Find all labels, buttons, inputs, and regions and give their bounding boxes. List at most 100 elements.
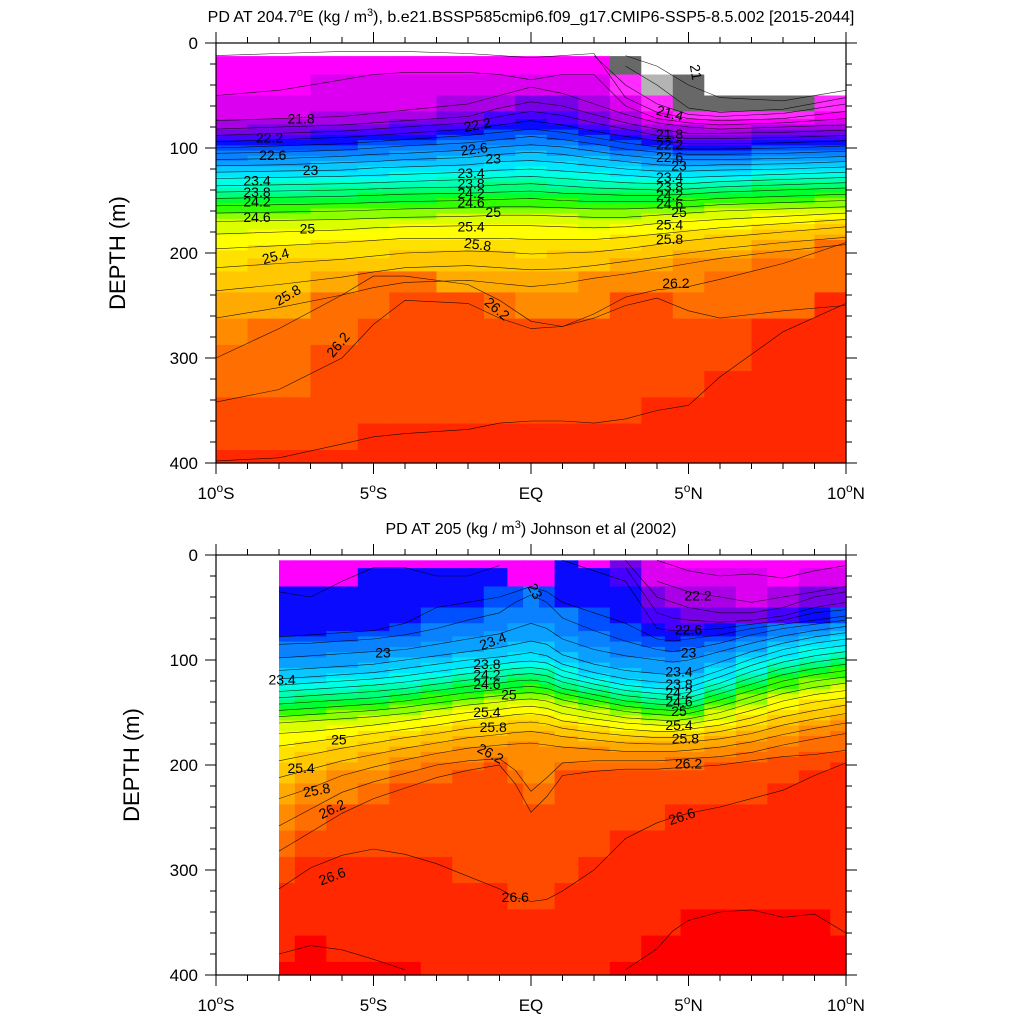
density-cell <box>483 646 508 653</box>
density-cell <box>326 704 359 711</box>
density-cell <box>578 673 611 679</box>
density-cell <box>326 673 359 679</box>
density-cell <box>578 883 611 910</box>
density-cell <box>523 730 540 737</box>
density-cell <box>546 203 579 209</box>
density-cell <box>609 804 642 832</box>
density-cell <box>814 449 847 464</box>
contour-label: 22.6 <box>675 621 702 637</box>
density-cell <box>735 762 768 771</box>
density-cell <box>523 762 540 771</box>
density-cell <box>483 762 508 771</box>
contour-label: 23 <box>375 644 391 660</box>
isopycnal-line <box>215 51 847 122</box>
density-cell <box>554 757 579 763</box>
contour-label: 22.2 <box>684 588 711 604</box>
density-cell <box>664 751 682 758</box>
density-cell <box>578 636 611 643</box>
density-cell <box>507 730 524 737</box>
density-cell <box>357 258 390 272</box>
density-cell <box>767 586 800 609</box>
density-cell <box>389 234 438 241</box>
isopycnal-line <box>278 945 406 971</box>
density-cell <box>483 856 508 884</box>
density-cell <box>609 95 642 112</box>
isopycnal-line <box>278 622 847 663</box>
density-cell <box>554 678 579 685</box>
density-cell <box>578 961 611 976</box>
density-cell <box>609 213 642 220</box>
density-cell <box>247 239 312 246</box>
density-cell <box>609 757 642 763</box>
density-cell <box>279 741 296 748</box>
isopycnal-line <box>215 212 847 235</box>
density-cell <box>814 150 847 157</box>
density-cell <box>389 830 422 858</box>
density-cell <box>216 56 249 76</box>
density-cell <box>279 560 296 569</box>
density-cell <box>830 741 847 748</box>
density-cell <box>420 830 453 858</box>
density-cell <box>554 694 579 700</box>
density-cell <box>641 397 674 425</box>
density-cell <box>704 641 737 648</box>
density-cell <box>641 804 666 832</box>
y-tick-label: 400 <box>170 454 198 473</box>
density-cell <box>609 371 642 398</box>
isopycnal-line <box>625 65 847 113</box>
density-cell <box>483 730 508 737</box>
density-cell <box>704 95 753 112</box>
density-cell <box>357 371 390 398</box>
density-cell <box>578 271 611 293</box>
density-cell <box>609 762 642 771</box>
density-cell <box>664 641 682 648</box>
density-cell <box>523 667 540 674</box>
density-cell <box>507 678 524 685</box>
density-cell <box>326 607 359 624</box>
density-cell <box>294 730 327 737</box>
density-cell <box>310 182 359 188</box>
isopycnal-line <box>278 704 847 762</box>
density-cell <box>538 746 556 753</box>
density-cell <box>767 641 800 648</box>
x-tick-label: 5oN <box>674 993 702 1015</box>
density-cell <box>578 258 611 272</box>
density-cell <box>389 74 438 97</box>
isopycnal-line <box>625 567 847 623</box>
density-cell <box>538 586 556 609</box>
density-column <box>798 560 831 976</box>
density-column <box>538 560 556 976</box>
density-cell <box>798 641 831 648</box>
density-cell <box>578 176 611 183</box>
density-cell <box>546 134 579 141</box>
density-cell <box>609 652 642 658</box>
density-column <box>830 560 847 976</box>
density-cell <box>483 631 508 637</box>
density-cell <box>641 641 666 648</box>
contour-label: 25 <box>671 703 687 719</box>
density-cell <box>279 720 296 727</box>
isopycnal-line <box>215 187 847 199</box>
density-cell <box>735 699 768 706</box>
density-cell <box>609 641 642 648</box>
isopycnal-line <box>215 72 847 126</box>
density-column <box>326 560 359 976</box>
density-cell <box>507 568 524 588</box>
density-cell <box>735 641 768 648</box>
density-cell <box>704 715 737 721</box>
density-cell <box>798 560 831 569</box>
density-cell <box>247 155 312 162</box>
density-cell <box>326 751 359 758</box>
density-cell <box>751 271 816 293</box>
density-cell <box>538 683 556 690</box>
density-cell <box>515 371 548 398</box>
density-cell <box>326 757 359 763</box>
density-cell <box>641 423 674 451</box>
density-cell <box>216 449 249 464</box>
density-cell <box>672 449 705 464</box>
density-cell <box>483 783 508 805</box>
density-cell <box>704 166 753 173</box>
density-cell <box>294 699 327 706</box>
density-cell <box>609 258 642 272</box>
density-cell <box>357 95 390 112</box>
